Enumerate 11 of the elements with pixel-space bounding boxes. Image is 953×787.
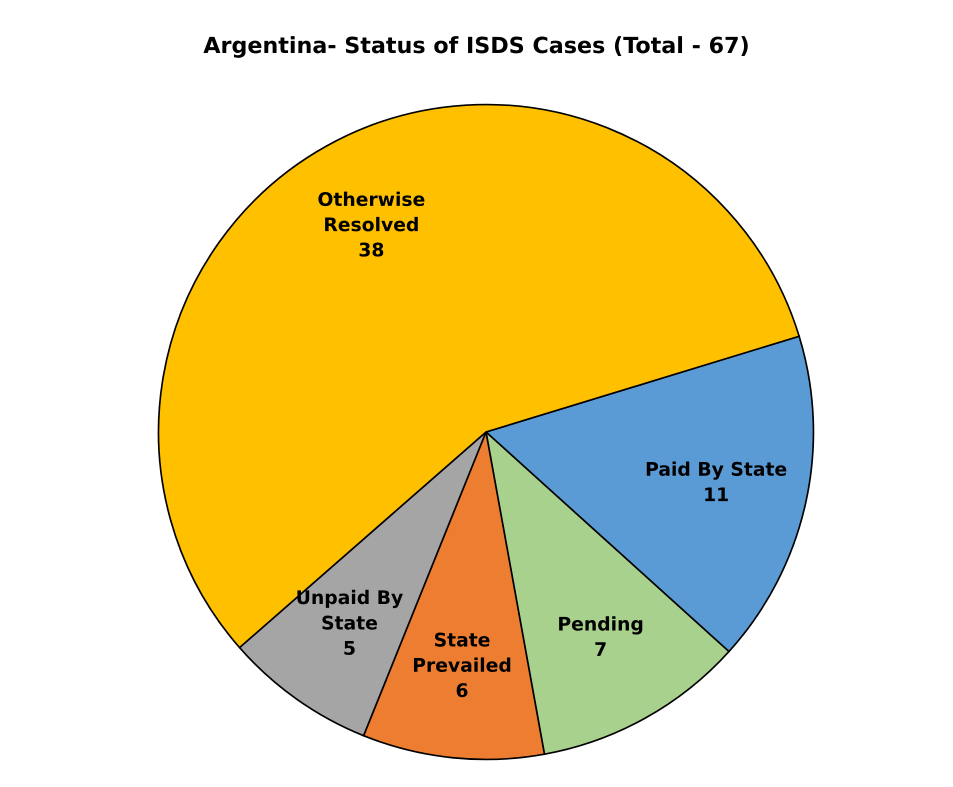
data-label: 38 [360, 242, 384, 257]
data-label: 6 [456, 683, 468, 698]
slice-label: Unpaid By State [297, 590, 403, 630]
slice-label: Paid By State [646, 461, 786, 480]
data-label: 5 [344, 641, 355, 655]
slice-label: State Prevailed [414, 632, 510, 672]
slice-label: Otherwise Resolved [318, 192, 424, 232]
data-label: 11 [705, 487, 728, 502]
data-label: 7 [595, 642, 606, 656]
slice-label: Pending [559, 616, 642, 635]
chart-title: Argentina- Status of ISDS Cases (Total - 67) [203, 36, 748, 58]
